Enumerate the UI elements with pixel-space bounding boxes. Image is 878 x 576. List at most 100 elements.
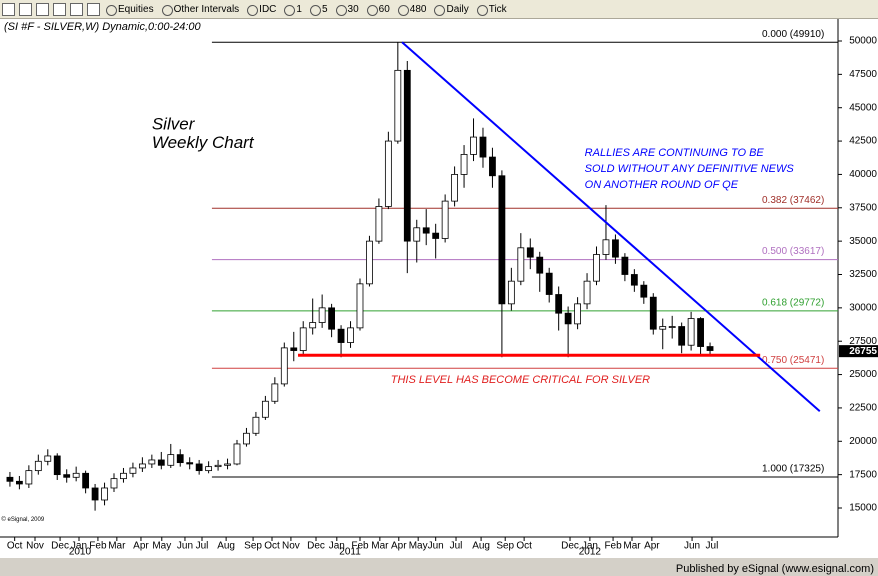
annotation: © eSignal, 2009 [1,516,44,523]
candle-body [489,156,496,177]
icon[interactable] [53,2,66,16]
fib-label: 1.000 (17325) [762,464,824,475]
candle-body [526,247,534,258]
icon[interactable] [19,2,32,16]
candle-body [432,232,440,239]
toolbar-item[interactable]: IDC [247,4,276,16]
candle-body [347,327,354,343]
candle-body [678,326,686,346]
candle-body [243,432,250,445]
candle-body [318,307,326,323]
candle-body [110,478,118,489]
candle-body [536,256,544,274]
candle-body [593,254,600,282]
toolbar-item[interactable]: 1 [284,4,302,16]
x-tick-label: Jan [582,541,598,552]
candle-body [290,347,298,351]
candle-body [82,472,90,489]
candle-body [507,280,515,305]
x-tick-label: Mar [371,541,389,552]
candle-body [6,476,14,482]
x-tick-label: Apr [391,541,407,552]
candle-body [101,487,108,501]
fib-label: 0.750 (25471) [762,355,824,366]
year-label: 2011 [339,547,361,558]
x-tick-label: Aug [472,541,490,552]
candle-body [91,487,99,501]
x-tick-label: Feb [89,541,107,552]
trend-line [401,41,821,413]
candle-body [72,472,80,478]
icon[interactable] [70,2,83,16]
candle-body [328,307,336,330]
x-tick-label: Mar [108,541,126,552]
candle-body [120,472,127,480]
toolbar-item[interactable]: 480 [397,4,426,16]
candle-body [214,464,222,468]
candle-body [233,443,241,465]
y-tick-label: 22500 [849,403,877,414]
x-tick-label: Mar [623,541,641,552]
y-tick-label: 35000 [849,236,877,247]
x-tick-label: Aug [217,541,235,552]
x-tick-label: Dec [51,541,69,552]
annotation: ON ANOTHER ROUND OF QE [585,179,739,191]
toolbar-item[interactable]: Tick [476,4,507,16]
y-tick-label: 30000 [849,302,877,313]
candle-body [574,303,581,325]
candle-body [394,69,402,142]
x-tick-label: Sep [496,541,514,552]
candle-body [337,328,345,343]
candle-body [403,69,411,242]
candle-body [280,347,288,385]
x-tick-label: Jan [71,541,87,552]
candle-body [451,174,458,202]
icon[interactable] [87,2,100,16]
x-tick-label: Nov [282,541,300,552]
toolbar-item[interactable]: Equities [106,4,154,16]
candle-body [271,383,279,402]
x-tick-label: Jun [428,541,444,552]
toolbar-item[interactable]: 30 [335,4,359,16]
candle-body [53,455,61,476]
x-tick-label: Feb [351,541,369,552]
candle-body [176,454,184,464]
candle-body [640,284,648,298]
x-tick-label: Oct [264,541,280,552]
last-price-label: 26755 [849,346,877,357]
icon[interactable] [36,2,49,16]
y-tick-label: 47500 [849,69,877,80]
candle-body [630,274,638,286]
candle-body [148,459,156,465]
toolbar: Equities Other Intervals IDC 1 5 30 60 480 Daily… [0,0,878,19]
candle-body [422,227,430,234]
candle-body [687,318,695,346]
candle-body [138,463,146,469]
icon[interactable] [2,2,15,16]
footer: Published by eSignal (www.esignal.com) [675,563,874,575]
x-tick-label: Nov [26,541,44,552]
year-label: 2012 [579,547,602,558]
y-tick-label: 50000 [849,36,877,47]
x-tick-label: Jun [177,541,193,552]
candle-body [555,294,563,314]
candle-body [602,239,610,255]
y-tick-label: 17500 [849,469,877,480]
candle-body [157,459,165,466]
candle-body [356,283,364,329]
candle-body [309,322,317,329]
candle-body [224,463,231,466]
candle-body [668,326,676,328]
toolbar-item[interactable]: Daily [434,4,469,16]
candle-body [25,470,33,485]
x-tick-label: Apr [644,541,660,552]
candle-body [498,175,506,305]
y-tick-label: 40000 [849,169,877,180]
toolbar-item[interactable]: 5 [309,4,328,16]
toolbar-item[interactable]: 60 [366,4,390,16]
x-tick-label: Sep [244,541,262,552]
toolbar-item[interactable]: Other Intervals [161,4,239,16]
candle-body [479,136,487,158]
annotation: Weekly Chart [152,133,255,152]
last-price-box [839,345,878,358]
